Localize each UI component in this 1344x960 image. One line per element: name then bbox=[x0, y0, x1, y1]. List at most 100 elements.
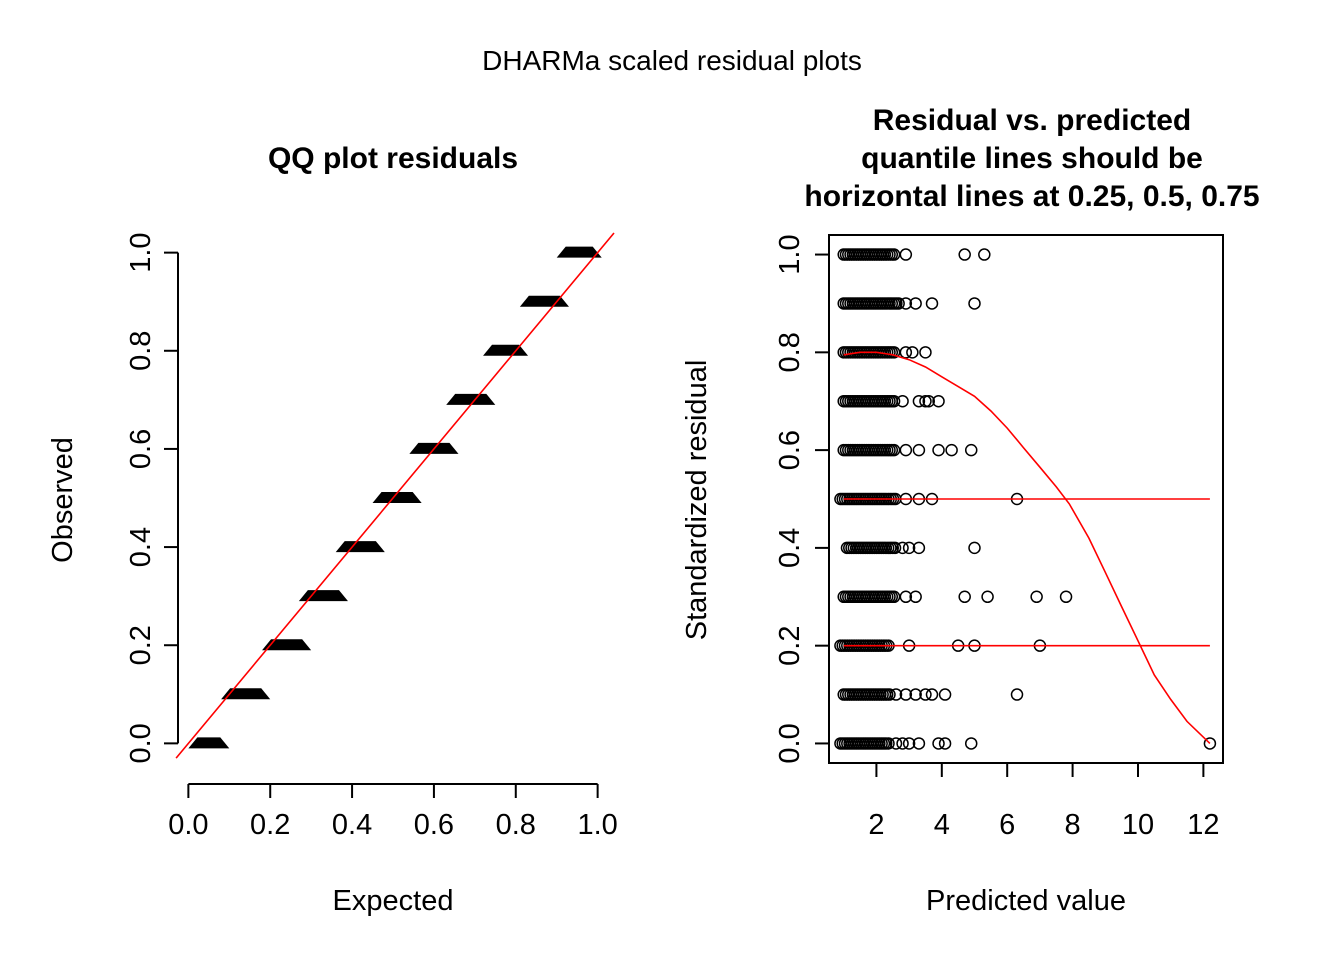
qq-level-band bbox=[483, 344, 529, 356]
residual-point bbox=[919, 688, 932, 701]
residual-title-line-1: Residual vs. predicted bbox=[873, 104, 1191, 137]
residual-point bbox=[883, 688, 896, 701]
residual-point bbox=[964, 737, 978, 750]
qq-x-tick-label: 0.2 bbox=[250, 809, 290, 841]
residual-point bbox=[912, 541, 926, 555]
qq-x-tick-label: 0.8 bbox=[496, 809, 536, 841]
residual-point bbox=[887, 590, 901, 604]
residual-point bbox=[922, 394, 935, 408]
residual-point bbox=[919, 346, 932, 359]
residual-y-tick-label: 0.2 bbox=[774, 626, 806, 666]
qq-panel: QQ plot residuals 0.0 0.2 0.4 0.6 0.8 1.00.00… bbox=[47, 142, 618, 917]
qq-y-tick-label: 0.8 bbox=[125, 331, 157, 371]
qq-level-band bbox=[188, 737, 230, 749]
residual-xlabel: Predicted value bbox=[926, 885, 1126, 917]
qq-marks bbox=[175, 232, 615, 759]
residual-point bbox=[932, 394, 945, 408]
qq-level-points bbox=[483, 344, 529, 356]
residual-point bbox=[958, 590, 971, 604]
residual-row-points bbox=[837, 297, 981, 310]
residual-point bbox=[892, 297, 905, 310]
residual-point bbox=[906, 346, 919, 359]
residual-point bbox=[912, 737, 926, 750]
qq-xlabel: Expected bbox=[333, 885, 454, 917]
residual-row-points bbox=[837, 394, 945, 408]
qq-ylabel: Observed bbox=[47, 437, 79, 563]
residual-point bbox=[1203, 737, 1217, 750]
residual-point bbox=[887, 394, 901, 408]
residual-point bbox=[968, 297, 981, 310]
qq-x-tick-label: 0.0 bbox=[168, 809, 208, 841]
residual-point bbox=[889, 688, 903, 701]
residual-point bbox=[899, 688, 913, 701]
qq-level-points bbox=[335, 541, 385, 553]
qq-level-band bbox=[556, 246, 602, 258]
residual-point bbox=[932, 443, 945, 457]
qq-level-band bbox=[262, 639, 312, 651]
residual-point bbox=[945, 443, 958, 457]
residual-x-tick-label: 4 bbox=[934, 809, 950, 841]
residual-row-points bbox=[834, 737, 1217, 750]
residual-point bbox=[1010, 688, 1024, 701]
residual-point bbox=[978, 248, 991, 261]
qq-level-band bbox=[298, 590, 348, 602]
qq-y-tick-label: 0.4 bbox=[125, 527, 157, 567]
residual-y-tick-label: 1.0 bbox=[774, 234, 806, 274]
residual-x-tick-label: 6 bbox=[999, 809, 1015, 841]
residual-point bbox=[919, 394, 932, 408]
residual-title-line-3: horizontal lines at 0.25, 0.5, 0.75 bbox=[804, 180, 1259, 213]
residual-y-tick-label: 0.0 bbox=[774, 723, 806, 763]
qq-x-tick-label: 1.0 bbox=[577, 809, 617, 841]
residual-x-tick-label: 10 bbox=[1122, 809, 1154, 841]
quantile-line-0-75 bbox=[843, 351, 1211, 744]
residual-point bbox=[887, 346, 901, 359]
qq-y-tick-label: 1.0 bbox=[125, 232, 157, 272]
residual-row-points bbox=[837, 590, 1073, 604]
residual-row-points bbox=[837, 443, 978, 457]
qq-title: QQ plot residuals bbox=[268, 142, 518, 175]
qq-level-points bbox=[262, 639, 312, 651]
residual-y-tick-label: 0.8 bbox=[774, 332, 806, 372]
residual-axes: 2 4 6 8 10 12 0.0 0.2 0.4 0.6 0.8 1.0 bbox=[774, 234, 1220, 841]
residual-title-line-2: quantile lines should be bbox=[861, 142, 1203, 175]
residual-point bbox=[899, 346, 913, 359]
qq-level-band bbox=[446, 393, 496, 405]
residual-point bbox=[902, 737, 916, 750]
residual-point bbox=[938, 688, 952, 701]
qq-level-band bbox=[519, 295, 569, 307]
qq-x-tick-label: 0.4 bbox=[332, 809, 372, 841]
residual-point bbox=[888, 541, 902, 555]
residual-x-tick-label: 12 bbox=[1187, 809, 1219, 841]
qq-x-tick-label: 0.6 bbox=[414, 809, 454, 841]
qq-level-band bbox=[335, 541, 385, 553]
residual-point bbox=[909, 590, 922, 604]
residual-point bbox=[899, 590, 913, 604]
residual-row-points bbox=[837, 248, 991, 261]
residual-x-tick-label: 2 bbox=[868, 809, 884, 841]
qq-level-points bbox=[446, 393, 496, 405]
residual-point bbox=[1059, 590, 1073, 604]
residual-row-points bbox=[837, 346, 932, 359]
residual-point bbox=[964, 443, 978, 457]
qq-level-points bbox=[519, 295, 569, 307]
qq-level-points bbox=[221, 688, 271, 700]
residual-point bbox=[958, 248, 971, 261]
qq-axes: 0.0 0.2 0.4 0.6 0.8 1.0 0.0 0.2 0.4 0.6 0.8 1.0 bbox=[125, 232, 618, 841]
residual-panel: Residual vs. predicted quantile lines sh… bbox=[681, 104, 1260, 917]
residual-point bbox=[1030, 590, 1043, 604]
qq-level-points bbox=[556, 246, 602, 258]
residual-point bbox=[912, 394, 926, 408]
residual-point bbox=[932, 737, 945, 750]
residual-plot-frame bbox=[828, 234, 1224, 764]
qq-y-tick-label: 0.6 bbox=[125, 429, 157, 469]
residual-point bbox=[887, 443, 901, 457]
qq-level-points bbox=[298, 590, 348, 602]
residual-point bbox=[896, 541, 909, 555]
qq-level-points bbox=[372, 492, 422, 503]
residual-point bbox=[938, 737, 952, 750]
residual-row-points bbox=[837, 688, 1024, 701]
residual-point bbox=[925, 297, 939, 310]
qq-reference-line bbox=[175, 232, 615, 759]
residual-point bbox=[909, 688, 922, 701]
